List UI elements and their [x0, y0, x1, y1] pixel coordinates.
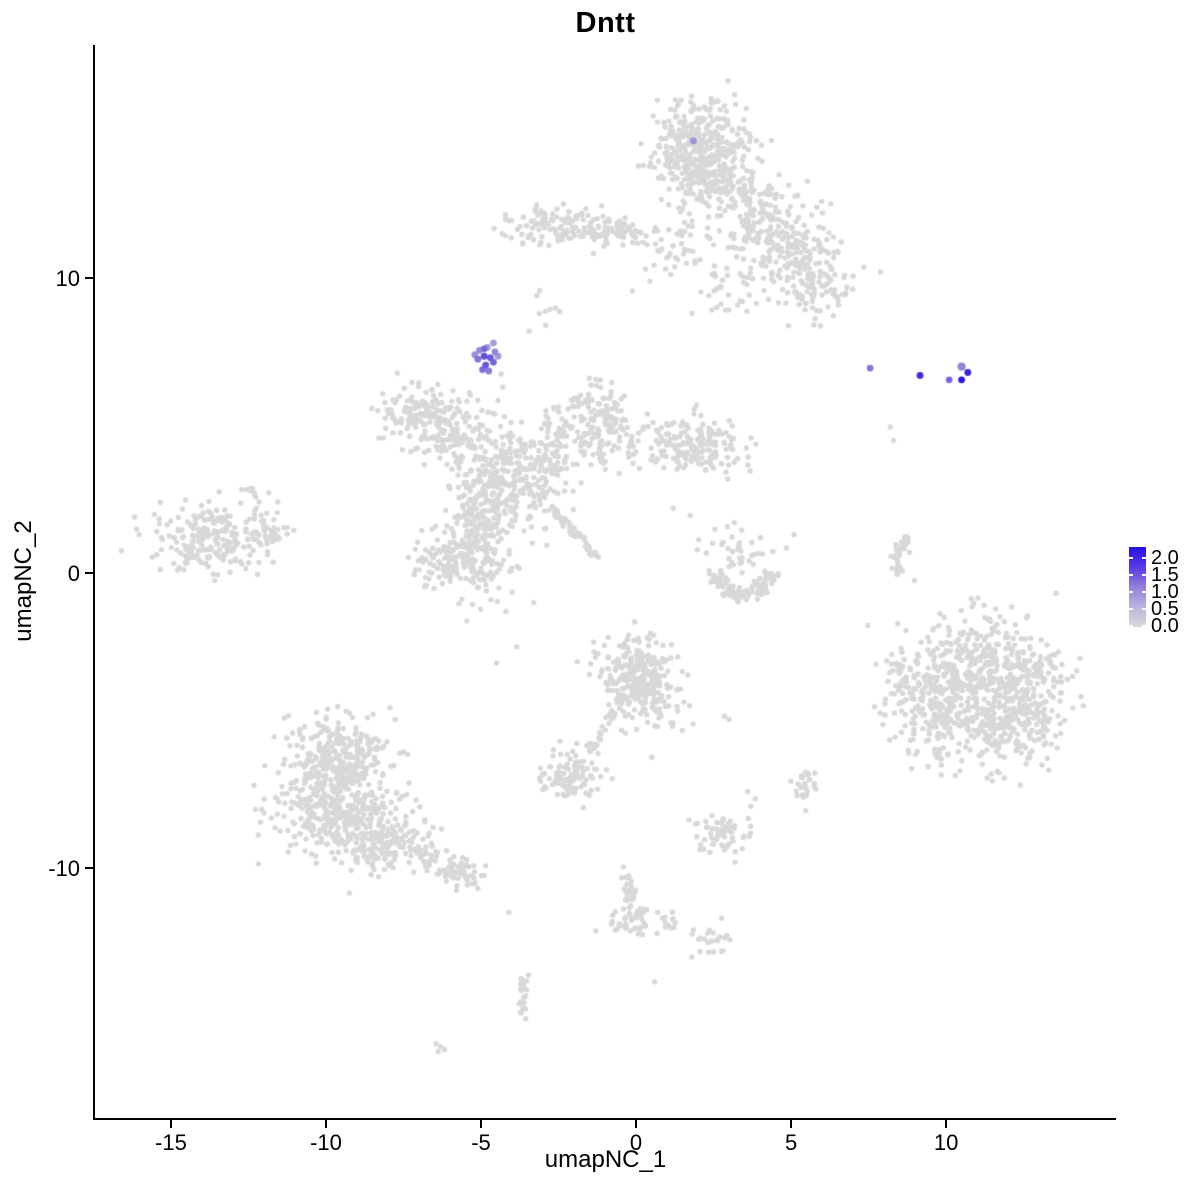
colorbar-tick-mark: [1129, 574, 1133, 576]
y-tick-mark: [85, 867, 93, 870]
colorbar-tick-mark: [1129, 557, 1133, 559]
x-tick-mark: [324, 1120, 327, 1128]
y-axis-line: [93, 45, 95, 1120]
colorbar-tick-label: 0.0: [1151, 615, 1179, 637]
expression-colorbar-legend: 2.0 1.5 1.0 0.5 0.0: [1129, 547, 1199, 637]
colorbar-tick-mark: [1142, 557, 1146, 559]
colorbar-tick-mark: [1129, 625, 1133, 627]
x-tick-mark: [945, 1120, 948, 1128]
x-tick-mark: [635, 1120, 638, 1128]
colorbar-tick-label: 1.0: [1151, 581, 1179, 603]
y-tick-mark: [85, 572, 93, 575]
colorbar-tick-label: 0.5: [1151, 598, 1179, 620]
plot-panel: [95, 45, 1116, 1118]
colorbar-tick-mark: [1129, 608, 1133, 610]
colorbar-tick-label: 1.5: [1151, 564, 1179, 586]
y-tick-mark: [85, 277, 93, 280]
x-axis-title: umapNC_1: [544, 1146, 667, 1173]
colorbar-tick-mark: [1129, 591, 1133, 593]
y-axis-title: umapNC_2: [10, 520, 37, 642]
x-tick-label: -10: [310, 1130, 342, 1155]
y-tick-label: -10: [48, 856, 80, 882]
x-tick-label: -15: [155, 1130, 187, 1155]
y-tick-label: 0: [67, 561, 80, 587]
x-tick-label: 5: [784, 1130, 798, 1155]
colorbar-gradient: [1129, 547, 1146, 627]
x-tick-mark: [790, 1120, 793, 1128]
x-tick-label: 10: [933, 1130, 959, 1155]
x-tick-label: -5: [471, 1130, 491, 1155]
x-axis-line: [93, 1118, 1116, 1120]
umap-scatter-canvas: [95, 45, 1116, 1118]
chart-title: Dntt: [575, 7, 636, 39]
colorbar-tick-label: 2.0: [1151, 547, 1179, 569]
colorbar-tick-mark: [1142, 591, 1146, 593]
x-tick-mark: [480, 1120, 482, 1128]
colorbar-tick-mark: [1142, 608, 1146, 610]
colorbar-tick-mark: [1142, 574, 1146, 576]
colorbar-tick-mark: [1142, 625, 1146, 627]
x-tick-mark: [169, 1120, 172, 1128]
x-tick-label: 0: [629, 1130, 643, 1155]
y-tick-label: 10: [55, 266, 80, 292]
